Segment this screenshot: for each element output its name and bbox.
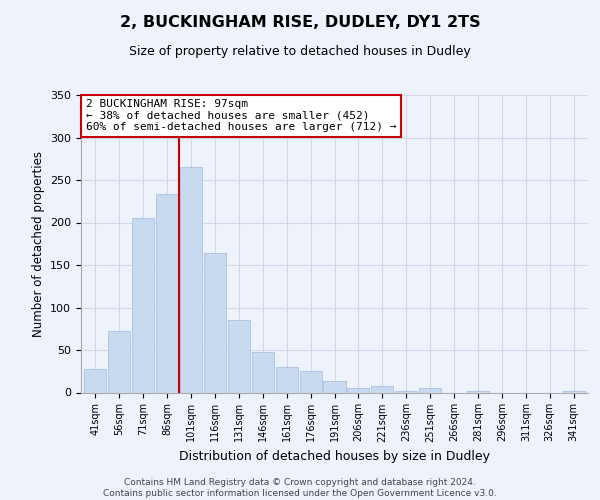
Text: Size of property relative to detached houses in Dudley: Size of property relative to detached ho… [129, 45, 471, 58]
Bar [323, 382, 346, 392]
Bar [419, 388, 441, 392]
Text: 2 BUCKINGHAM RISE: 97sqm
← 38% of detached houses are smaller (452)
60% of semi-: 2 BUCKINGHAM RISE: 97sqm ← 38% of detach… [86, 100, 396, 132]
Bar [371, 386, 394, 392]
Bar [347, 388, 370, 392]
Bar [180, 167, 202, 392]
Text: 2, BUCKINGHAM RISE, DUDLEY, DY1 2TS: 2, BUCKINGHAM RISE, DUDLEY, DY1 2TS [119, 15, 481, 30]
Bar [228, 320, 250, 392]
Bar [467, 391, 489, 392]
Bar [156, 194, 178, 392]
Bar [563, 391, 584, 392]
Bar [204, 253, 226, 392]
Bar [132, 218, 154, 392]
Y-axis label: Number of detached properties: Number of detached properties [32, 151, 44, 337]
Bar [252, 352, 274, 393]
Bar [108, 332, 130, 392]
Text: Contains HM Land Registry data © Crown copyright and database right 2024.
Contai: Contains HM Land Registry data © Crown c… [103, 478, 497, 498]
Bar [85, 368, 106, 392]
Bar [395, 391, 417, 392]
Bar [275, 367, 298, 392]
X-axis label: Distribution of detached houses by size in Dudley: Distribution of detached houses by size … [179, 450, 490, 463]
Bar [299, 371, 322, 392]
